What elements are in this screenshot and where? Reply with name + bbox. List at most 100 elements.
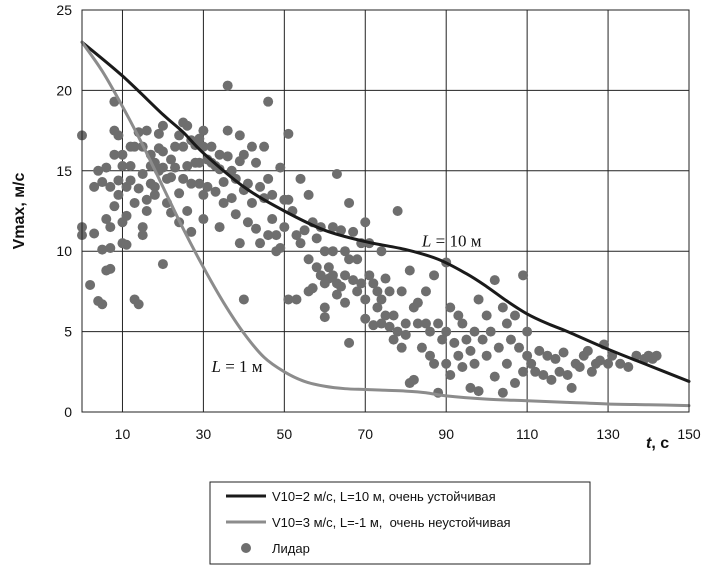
scatter-point	[412, 297, 423, 308]
scatter-point	[340, 246, 351, 257]
scatter-point	[493, 342, 504, 353]
scatter-point	[384, 321, 395, 332]
y-tick-label: 15	[56, 163, 72, 179]
scatter-point	[465, 382, 476, 393]
scatter-point	[129, 197, 140, 208]
scatter-point	[400, 329, 411, 340]
scatter-point	[566, 382, 577, 393]
scatter-point	[85, 279, 96, 290]
scatter-point	[129, 141, 140, 152]
scatter-point	[263, 230, 274, 241]
scatter-point	[530, 366, 541, 377]
series-layer	[77, 40, 691, 408]
scatter-point	[259, 141, 270, 152]
scatter-point	[352, 286, 363, 297]
scatter-point	[93, 165, 104, 176]
scatter-point	[538, 370, 549, 381]
scatter-point	[469, 358, 480, 369]
y-tick-label: 10	[56, 243, 72, 259]
scatter-point	[489, 275, 500, 286]
scatter-point	[307, 283, 318, 294]
scatter-point	[412, 318, 423, 329]
scatter-point	[344, 337, 355, 348]
scatter-point	[234, 130, 245, 141]
scatter-point	[327, 246, 338, 257]
scatter-point	[453, 350, 464, 361]
scatter-point	[97, 177, 108, 188]
scatter-point	[364, 270, 375, 281]
scatter-point	[251, 157, 262, 168]
scatter-point	[194, 178, 205, 189]
annotation-label-1: L = 10 м	[421, 231, 482, 250]
annotation-var: L	[421, 231, 431, 250]
annotation-label-2: L = 1 м	[210, 357, 262, 376]
scatter-point	[481, 350, 492, 361]
scatter-point	[166, 154, 177, 165]
scatter-point	[214, 222, 225, 233]
scatter-point	[542, 350, 553, 361]
scatter-point	[396, 286, 407, 297]
scatter-point	[149, 189, 160, 200]
scatter-point	[149, 181, 160, 192]
scatter-point	[465, 345, 476, 356]
scatter-point	[186, 226, 197, 237]
scatter-point	[558, 347, 569, 358]
scatter-point	[194, 157, 205, 168]
scatter-point	[226, 165, 237, 176]
x-tick-label: 30	[196, 426, 212, 442]
scatter-point	[582, 345, 593, 356]
scatter-point	[137, 230, 148, 241]
scatter-point	[174, 130, 185, 141]
legend-label-2: V10=3 м/с, L=-1 м, очень неустойчивая	[272, 515, 511, 530]
x-tick-label: 110	[516, 426, 539, 442]
scatter-point	[340, 297, 351, 308]
scatter-point	[335, 281, 346, 292]
y-axis-title: Vmax, м/с	[11, 173, 28, 250]
x-axis-title-var: t	[646, 435, 652, 452]
legend-box	[209, 481, 591, 565]
scatter-point	[408, 374, 419, 385]
scatter-point	[416, 342, 427, 353]
tick-labels: 0 5 10 15 20 25 10 30 50 70 90 110 130 150	[56, 2, 700, 442]
scatter-point	[157, 259, 168, 270]
scatter-point	[348, 226, 359, 237]
scatter-point	[485, 326, 496, 337]
scatter-point	[497, 387, 508, 398]
scatter-point	[335, 225, 346, 236]
scatter-point	[267, 214, 278, 225]
scatter-point	[376, 294, 387, 305]
scatter-point	[263, 173, 274, 184]
scatter-point	[356, 278, 367, 289]
scatter-point	[178, 141, 189, 152]
scatter-point	[388, 310, 399, 321]
scatter-point	[319, 302, 330, 313]
scatter-point	[263, 96, 274, 107]
scatter-point	[376, 318, 387, 329]
scatter-point	[352, 254, 363, 265]
x-tick-label: 150	[677, 426, 701, 442]
scatter-point	[222, 151, 233, 162]
scatter-point	[121, 239, 132, 250]
scatter-point	[344, 197, 355, 208]
scatter-point	[441, 326, 452, 337]
scatter-point	[323, 262, 334, 273]
annotations: L = 10 м L = 1 м	[210, 231, 481, 375]
y-tick-label: 25	[56, 2, 72, 18]
scatter-point	[198, 189, 209, 200]
scatter-point	[315, 270, 326, 281]
scatter-point	[214, 149, 225, 160]
annotation-var: L	[210, 357, 220, 376]
scatter-point	[311, 262, 322, 273]
scatter-point	[368, 320, 379, 331]
scatter-point	[534, 345, 545, 356]
line-series-1	[80, 40, 691, 383]
scatter-point	[574, 361, 585, 372]
scatter-point	[623, 361, 634, 372]
scatter-point	[109, 149, 120, 160]
x-tick-label: 70	[357, 426, 373, 442]
scatter-point	[445, 302, 456, 313]
scatter-point	[238, 149, 249, 160]
legend-label-3: Лидар	[272, 541, 310, 556]
scatter-point	[117, 149, 128, 160]
